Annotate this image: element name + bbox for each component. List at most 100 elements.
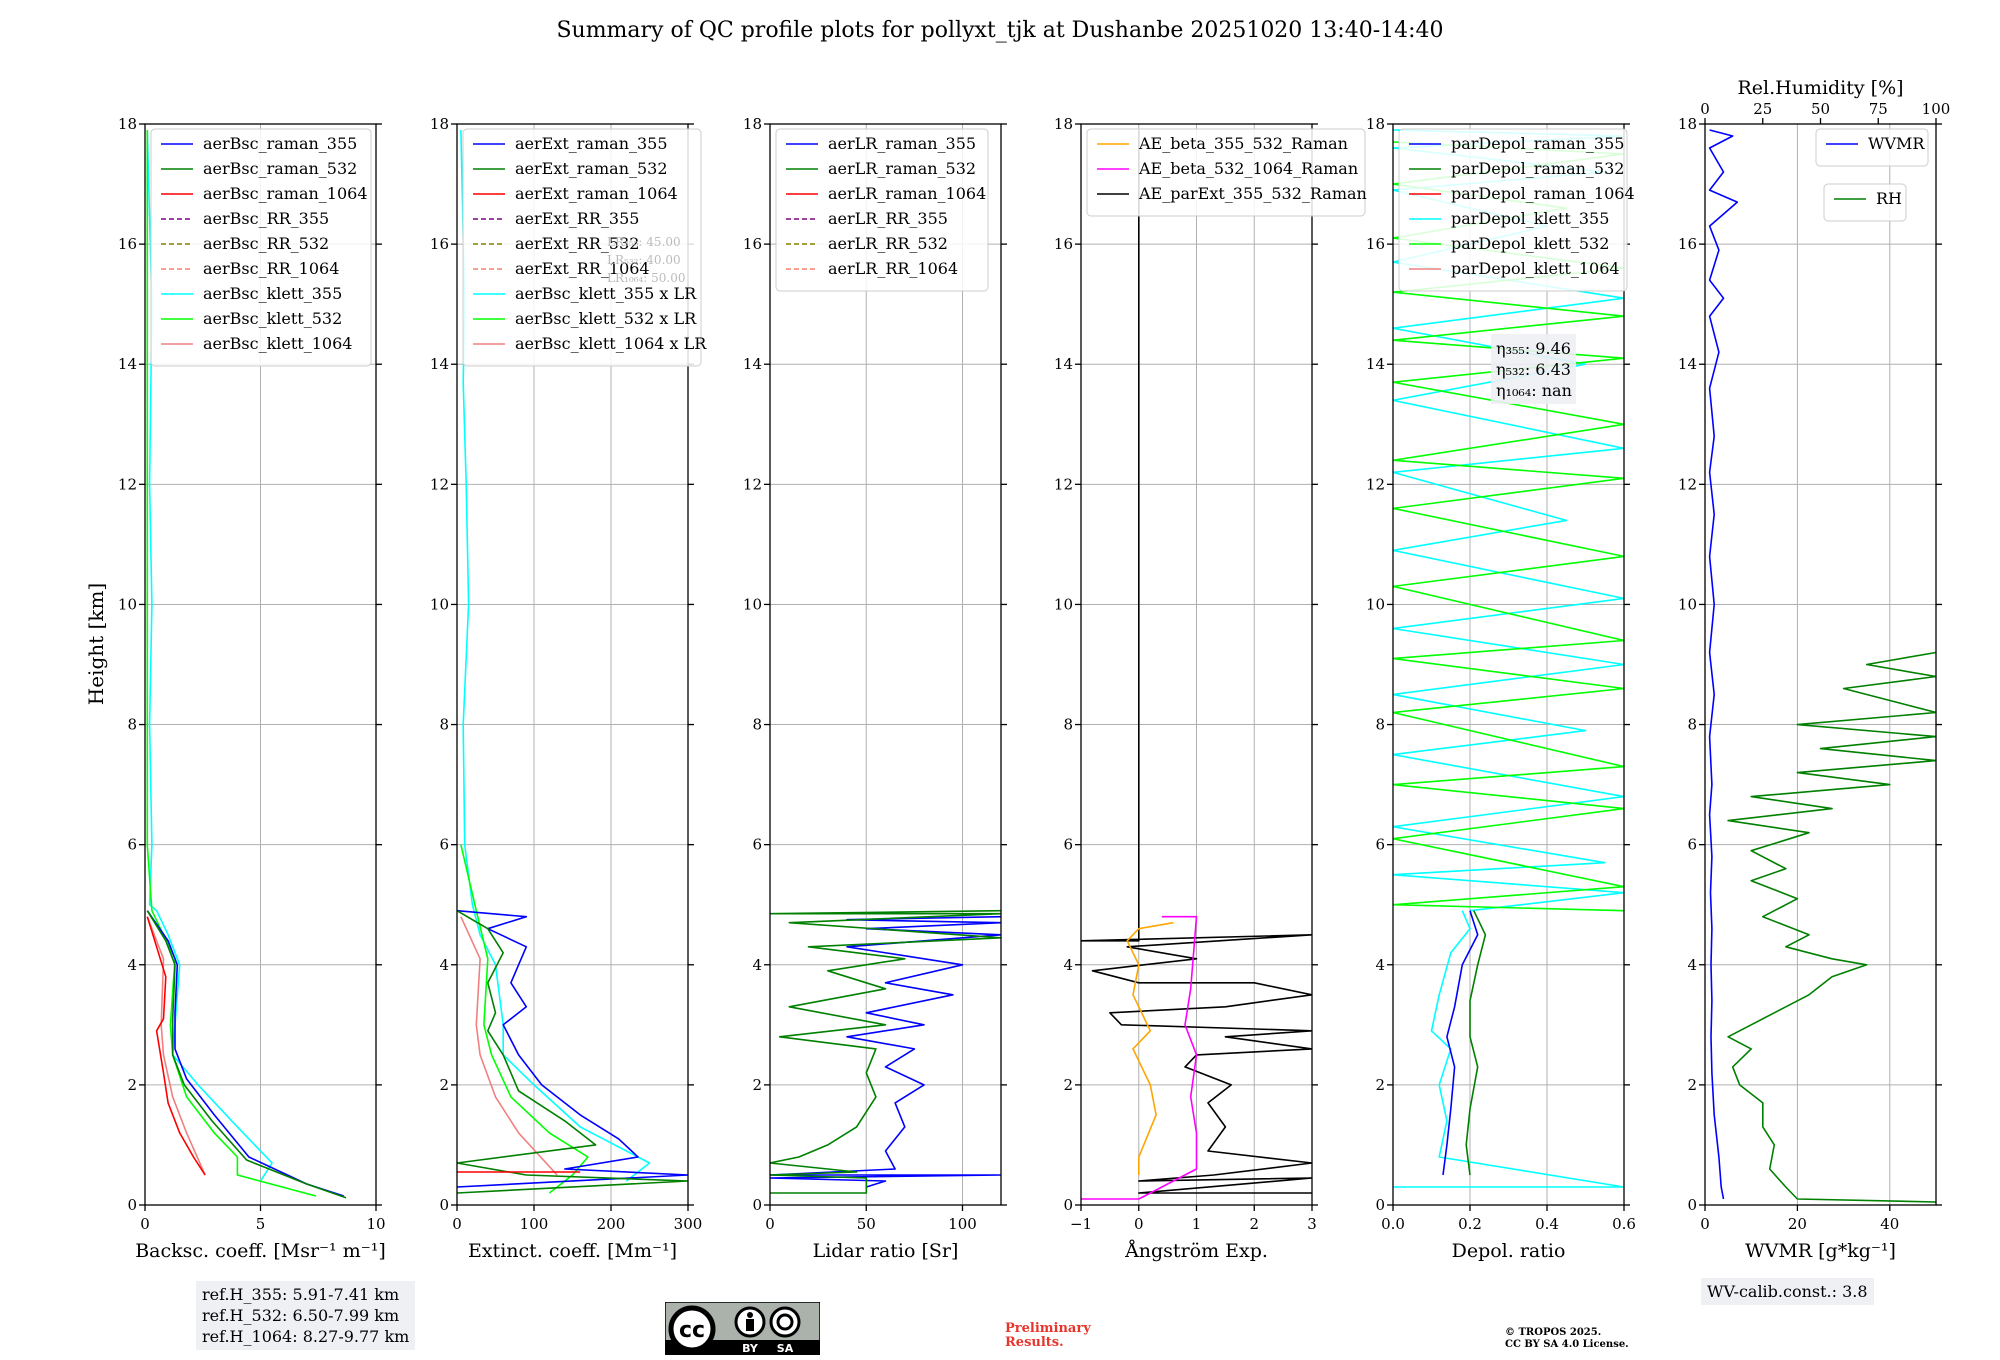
y-tick-label: 2 bbox=[439, 1076, 449, 1094]
x-axis-label: Lidar ratio [Sr] bbox=[813, 1240, 959, 1262]
series-line-parDepol-klett-355 bbox=[1393, 910, 1624, 1188]
y-tick-label: 4 bbox=[1063, 956, 1073, 974]
y-tick-label: 12 bbox=[430, 475, 449, 493]
y-tick-label: 4 bbox=[1687, 956, 1697, 974]
x-tick-label: 0.2 bbox=[1458, 1215, 1482, 1233]
axes-frame bbox=[769, 123, 1002, 1206]
legend-label: RH bbox=[1876, 189, 1902, 208]
x-tick-label: 40 bbox=[1880, 1215, 1899, 1233]
x-tick-label: 3 bbox=[1307, 1215, 1317, 1233]
y-tick-label: 6 bbox=[1687, 836, 1697, 854]
x-tick-label: 300 bbox=[674, 1215, 703, 1233]
legend-label: aerExt_RR_532 bbox=[515, 234, 639, 253]
y-tick-label: 8 bbox=[127, 716, 137, 734]
legend-box bbox=[1815, 128, 1929, 167]
copyright-line-2: CC BY SA 4.0 License. bbox=[1505, 1339, 1629, 1350]
legend-label: aerLR_raman_355 bbox=[828, 134, 976, 153]
ref-height-1064: ref.H_1064: 8.27-9.77 km bbox=[202, 1327, 410, 1346]
reference-heights-box: ref.H_355: 5.91-7.41 km ref.H_532: 6.50-… bbox=[196, 1281, 416, 1350]
series-line-WVMR bbox=[1708, 129, 1739, 1200]
legend: RH bbox=[1823, 183, 1907, 222]
y-tick-label: 6 bbox=[439, 836, 449, 854]
x-tick-label: 200 bbox=[597, 1215, 626, 1233]
x-tick-label: 2 bbox=[1249, 1215, 1259, 1233]
figure-title: Summary of QC profile plots for pollyxt_… bbox=[556, 18, 1443, 43]
y-tick-label: 4 bbox=[439, 956, 449, 974]
series-line-aerExt-raman-532 bbox=[457, 910, 688, 1194]
by-badge-text: BY bbox=[742, 1342, 759, 1355]
x2-axis-label: Rel.Humidity [%] bbox=[1737, 77, 1903, 99]
legend: parDepol_raman_355 parDepol_raman_532 parD… bbox=[1398, 128, 1635, 292]
legend-label: AE_beta_532_1064_Raman bbox=[1138, 159, 1358, 178]
x-tick-label: 0.4 bbox=[1535, 1215, 1559, 1233]
legend-label: aerBsc_raman_532 bbox=[203, 159, 357, 178]
sa-badge-text: SA bbox=[777, 1342, 794, 1355]
y-tick-label: 10 bbox=[118, 595, 137, 613]
legend-label: aerLR_RR_355 bbox=[828, 209, 948, 228]
legend-label: parDepol_raman_355 bbox=[1451, 134, 1624, 153]
y-tick-label: 14 bbox=[1054, 355, 1073, 373]
x2-tick-label: 25 bbox=[1753, 100, 1772, 118]
series-group bbox=[457, 129, 688, 1194]
legend-label: aerBsc_klett_1064 bbox=[203, 334, 352, 353]
legend-box bbox=[150, 128, 372, 367]
y-tick-label: 0 bbox=[127, 1196, 137, 1214]
series-group bbox=[146, 129, 347, 1199]
copyright-line-1: © TROPOS 2025. bbox=[1505, 1327, 1602, 1338]
x2-tick-label: 50 bbox=[1811, 100, 1830, 118]
legend-label: aerBsc_RR_355 bbox=[203, 209, 329, 228]
panel-depol: 0 2 4 6 8 10 12 14 16 18 0.0 0.2 0.4 0.6 Depol. ratio p… bbox=[1366, 115, 1636, 1262]
series-line-aerExt-raman-355 bbox=[457, 909, 688, 1188]
panel-backscatter: 0 2 4 6 8 10 12 14 16 18 0 5 10 Backsc. coeff. [Msr⁻¹… bbox=[118, 115, 386, 1262]
x2-tick-label: 100 bbox=[1922, 100, 1951, 118]
legend-label: aerLR_RR_532 bbox=[828, 234, 948, 253]
legend: aerBsc_raman_355 aerBsc_raman_532 aerBsc_r… bbox=[150, 128, 372, 367]
lidar-ratio-note: LR₃₅₅: 45.00 bbox=[607, 235, 681, 249]
y-tick-label: 10 bbox=[1054, 595, 1073, 613]
y-tick-label: 0 bbox=[1375, 1196, 1385, 1214]
y-tick-label: 4 bbox=[1375, 956, 1385, 974]
x-tick-label: 50 bbox=[857, 1215, 876, 1233]
x-tick-label: 0 bbox=[140, 1215, 150, 1233]
y-tick-label: 18 bbox=[743, 115, 762, 133]
series-line-AE-beta-355-532-Raman bbox=[1126, 921, 1174, 1175]
legend-box bbox=[1398, 128, 1628, 292]
wv-calibration-box: WV-calib.const.: 3.8 bbox=[1701, 1278, 1874, 1305]
y-tick-label: 2 bbox=[1375, 1076, 1385, 1094]
legend-label: aerBsc_klett_355 x LR bbox=[515, 284, 697, 303]
y-tick-label: 8 bbox=[752, 716, 762, 734]
legend-label: aerExt_RR_1064 bbox=[515, 259, 650, 278]
y-tick-label: 4 bbox=[127, 956, 137, 974]
legend-label: parDepol_klett_355 bbox=[1451, 209, 1609, 228]
legend-label: aerBsc_klett_355 bbox=[203, 284, 342, 303]
preliminary-line-2: Results. bbox=[1005, 1335, 1064, 1350]
series-line-aerBsc-raman-532 bbox=[146, 910, 347, 1199]
y-tick-label: 16 bbox=[430, 235, 449, 253]
series-group bbox=[770, 909, 1001, 1194]
y-tick-label: 10 bbox=[743, 595, 762, 613]
series-line-AE-parExt-355-532-Raman bbox=[1081, 130, 1312, 1194]
legend-label: aerExt_RR_355 bbox=[515, 209, 639, 228]
x-tick-label: 100 bbox=[948, 1215, 977, 1233]
legend-box bbox=[462, 128, 702, 367]
eta-note: η₃₅₅: 9.46 bbox=[1496, 339, 1571, 358]
y-tick-label: 14 bbox=[1678, 355, 1697, 373]
creative-commons-icon bbox=[668, 1305, 716, 1353]
legend-label: aerExt_raman_1064 bbox=[515, 184, 678, 203]
series-line-aerBsc-klett-1064 bbox=[146, 916, 206, 1176]
y-tick-label: 18 bbox=[1054, 115, 1073, 133]
y-tick-label: 14 bbox=[118, 355, 137, 373]
legend-box bbox=[775, 128, 989, 292]
eta-note: η₁₀₆₄: nan bbox=[1496, 381, 1572, 400]
y-tick-label: 14 bbox=[1366, 355, 1385, 373]
legend-label: aerExt_raman_532 bbox=[515, 159, 668, 178]
x-axis-label: WVMR [g*kg⁻¹] bbox=[1745, 1240, 1896, 1262]
y-tick-label: 12 bbox=[1054, 475, 1073, 493]
x-tick-label: 5 bbox=[256, 1215, 266, 1233]
legend-label: aerBsc_raman_355 bbox=[203, 134, 357, 153]
x-tick-label: 0 bbox=[765, 1215, 775, 1233]
y-tick-label: 0 bbox=[1687, 1196, 1697, 1214]
x-axis-label: Extinct. coeff. [Mm⁻¹] bbox=[468, 1240, 677, 1262]
legend-box bbox=[1823, 183, 1907, 222]
